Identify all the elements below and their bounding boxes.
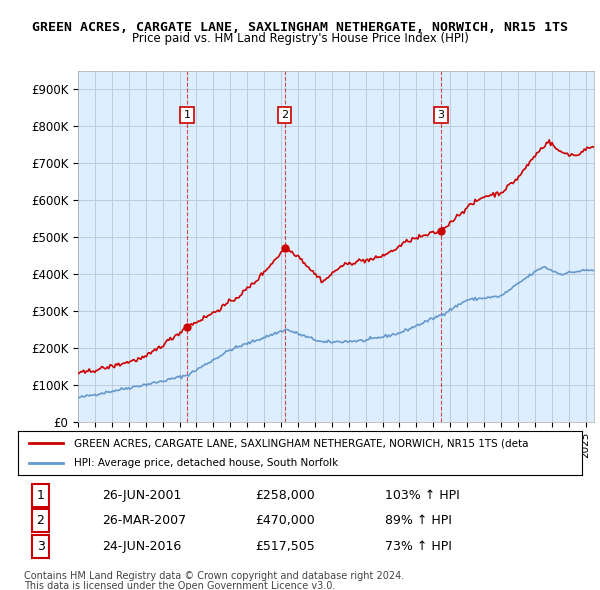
Text: This data is licensed under the Open Government Licence v3.0.: This data is licensed under the Open Gov…: [24, 581, 335, 590]
Text: £258,000: £258,000: [255, 489, 314, 502]
Text: 24-JUN-2016: 24-JUN-2016: [103, 540, 182, 553]
Text: 1: 1: [37, 489, 44, 502]
Text: 2: 2: [37, 514, 44, 527]
Text: 73% ↑ HPI: 73% ↑ HPI: [385, 540, 451, 553]
Text: Contains HM Land Registry data © Crown copyright and database right 2024.: Contains HM Land Registry data © Crown c…: [24, 571, 404, 581]
Text: Price paid vs. HM Land Registry's House Price Index (HPI): Price paid vs. HM Land Registry's House …: [131, 32, 469, 45]
Text: 1: 1: [184, 110, 191, 120]
Text: 89% ↑ HPI: 89% ↑ HPI: [385, 514, 451, 527]
Text: 3: 3: [37, 540, 44, 553]
Text: £517,505: £517,505: [255, 540, 314, 553]
Text: 2: 2: [281, 110, 288, 120]
Text: GREEN ACRES, CARGATE LANE, SAXLINGHAM NETHERGATE, NORWICH, NR15 1TS (deta: GREEN ACRES, CARGATE LANE, SAXLINGHAM NE…: [74, 438, 529, 448]
Text: 26-JUN-2001: 26-JUN-2001: [103, 489, 182, 502]
Text: £470,000: £470,000: [255, 514, 314, 527]
Text: HPI: Average price, detached house, South Norfolk: HPI: Average price, detached house, Sout…: [74, 458, 338, 467]
Text: 26-MAR-2007: 26-MAR-2007: [103, 514, 187, 527]
Text: GREEN ACRES, CARGATE LANE, SAXLINGHAM NETHERGATE, NORWICH, NR15 1TS: GREEN ACRES, CARGATE LANE, SAXLINGHAM NE…: [32, 21, 568, 34]
Text: 3: 3: [437, 110, 445, 120]
Text: 103% ↑ HPI: 103% ↑ HPI: [385, 489, 460, 502]
